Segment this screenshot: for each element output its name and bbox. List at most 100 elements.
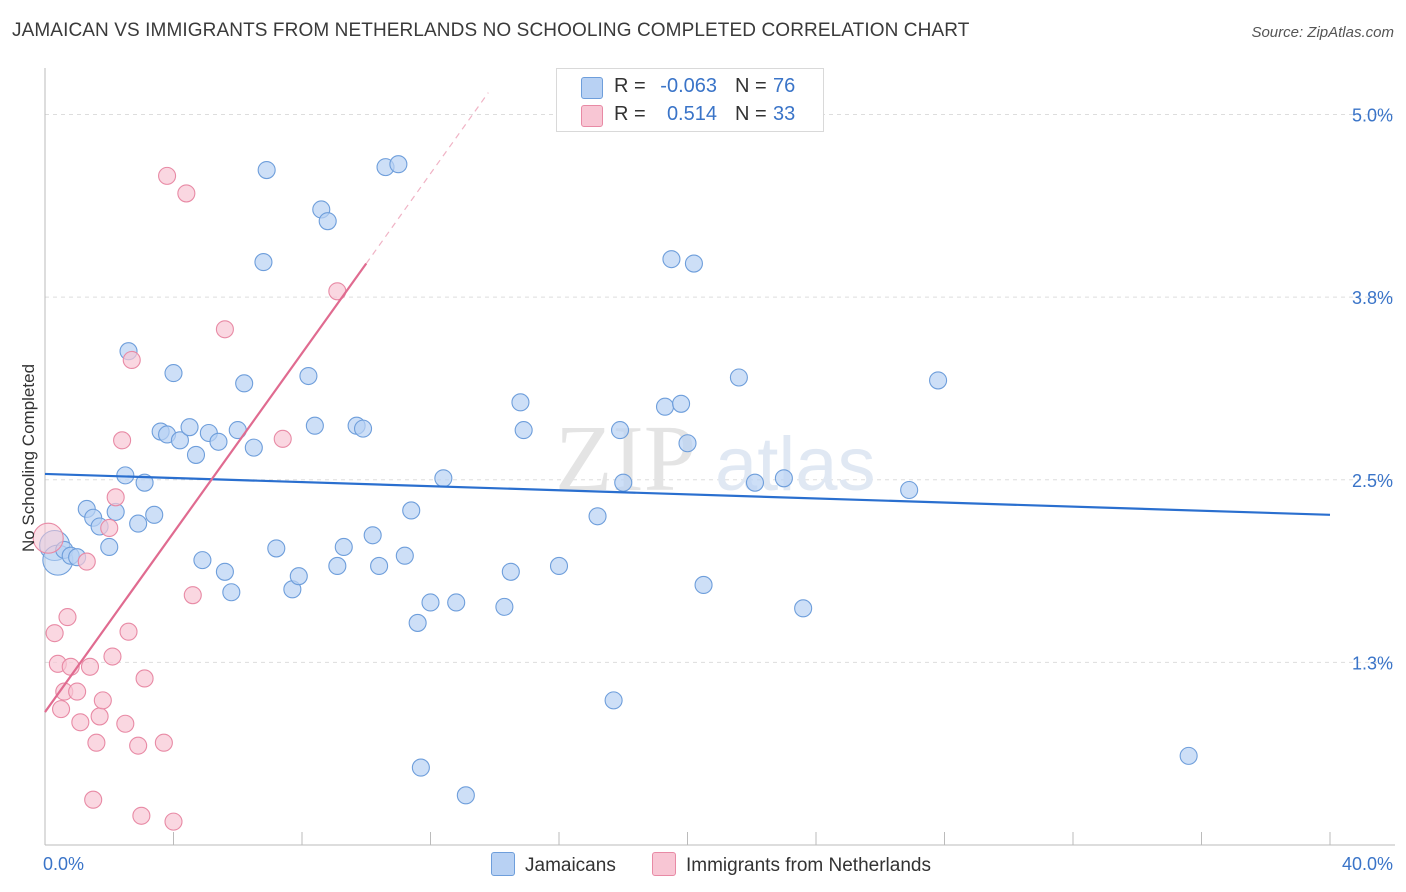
jamaican-point — [501, 562, 520, 581]
watermark-atlas: atlas — [715, 422, 876, 507]
netherlands-point — [129, 736, 148, 755]
netherlands-point — [158, 166, 177, 185]
jamaican-point — [363, 526, 382, 545]
legend-swatch-pink — [581, 105, 603, 127]
netherlands-point — [45, 624, 64, 643]
jamaican-point — [334, 537, 353, 557]
netherlands-point — [80, 657, 100, 676]
legend-row-netherlands: R = 0.514 N = 33 — [557, 101, 823, 129]
jamaican-point — [395, 546, 414, 565]
netherlands-point — [77, 552, 96, 571]
jamaican-point — [267, 539, 286, 558]
netherlands-point — [100, 518, 119, 538]
y-tick-label: 2.5% — [1352, 471, 1393, 491]
x-tick-label: 40.0% — [1342, 854, 1393, 874]
jamaican-point — [794, 599, 813, 618]
jamaican-point — [421, 593, 440, 612]
correlation-legend: R = -0.063 N = 76 R = 0.514 N = 33 — [556, 68, 824, 132]
jamaican-point — [678, 434, 697, 453]
legend-n-label: N = — [735, 103, 767, 125]
netherlands-point — [71, 713, 90, 732]
netherlands-point — [135, 669, 154, 688]
y-tick-label: 1.3% — [1352, 653, 1393, 673]
jamaican-point — [672, 394, 691, 413]
series-netherlands — [32, 166, 347, 831]
jamaican-point — [662, 250, 681, 269]
jamaican-point — [186, 445, 206, 464]
jamaican-point — [402, 501, 421, 520]
jamaican-point — [289, 567, 308, 586]
netherlands-point — [87, 733, 106, 752]
y-axis-label: No Schooling Completed — [19, 364, 38, 552]
netherlands-point — [164, 812, 183, 831]
jamaican-point — [370, 556, 389, 576]
netherlands-point — [84, 790, 103, 809]
jamaican-point — [145, 505, 164, 524]
jamaican-point — [257, 160, 276, 180]
legend-label-netherlands: Immigrants from Netherlands — [686, 855, 931, 876]
source-note: Source: ZipAtlas.com — [1251, 24, 1394, 41]
jamaican-point — [456, 786, 475, 805]
netherlands-point — [103, 647, 122, 666]
jamaican-point — [209, 432, 228, 451]
jamaican-point — [408, 613, 427, 632]
jamaican-point — [193, 551, 212, 570]
jamaican-point — [495, 597, 514, 616]
legend-swatch-blue — [581, 77, 603, 99]
netherlands-trend-line — [44, 262, 368, 713]
tick-labels: 1.3% 2.5% 3.8% 5.0% 0.0% 40.0% — [43, 106, 1393, 874]
jamaican-point — [434, 469, 453, 488]
netherlands-point — [113, 431, 132, 450]
jamaican-trend-line — [44, 472, 1331, 516]
jamaican-point — [318, 212, 337, 231]
chart-title: JAMAICAN VS IMMIGRANTS FROM NETHERLANDS … — [12, 20, 970, 41]
netherlands-point — [52, 700, 71, 719]
jamaican-point — [610, 421, 630, 440]
jamaican-point — [222, 583, 241, 602]
y-tick-label: 3.8% — [1352, 288, 1393, 308]
jamaican-point — [745, 473, 765, 492]
jamaican-point — [774, 469, 793, 488]
jamaican-point — [684, 254, 703, 273]
legend-r-value: -0.063 — [660, 75, 717, 97]
jamaican-point — [305, 416, 324, 435]
jamaican-point — [655, 397, 675, 416]
jamaican-point — [215, 562, 234, 581]
netherlands-point — [106, 488, 125, 507]
jamaican-point — [129, 514, 148, 533]
netherlands-point — [132, 806, 151, 825]
jamaican-point — [100, 537, 119, 557]
jamaican-point — [604, 691, 623, 710]
jamaican-point — [549, 556, 569, 576]
watermark: ZIP — [555, 407, 696, 511]
jamaican-point — [180, 418, 199, 437]
jamaican-point — [694, 575, 713, 595]
x-tick-label: 0.0% — [43, 854, 84, 874]
bottom-legend-jamaicans: Jamaicans — [491, 852, 616, 877]
jamaican-point — [511, 393, 530, 412]
netherlands-point — [90, 707, 109, 726]
y-tick-label: 5.0% — [1352, 106, 1393, 126]
jamaican-point — [135, 473, 154, 492]
netherlands-point — [93, 691, 112, 710]
netherlands-point — [154, 733, 173, 752]
jamaican-point — [328, 556, 347, 576]
netherlands-point — [215, 320, 234, 339]
netherlands-point — [177, 184, 196, 203]
jamaican-point — [514, 421, 533, 440]
bottom-legend-netherlands: Immigrants from Netherlands — [652, 852, 931, 877]
netherlands-point — [32, 522, 64, 554]
netherlands-point — [119, 622, 138, 641]
legend-n-value: 33 — [773, 103, 796, 125]
jamaican-point — [900, 480, 919, 500]
netherlands-point — [273, 429, 292, 448]
legend-row-jamaicans: R = -0.063 N = 76 — [557, 73, 823, 101]
axes — [44, 68, 1395, 846]
jamaican-point — [588, 507, 607, 526]
jamaican-point — [614, 473, 633, 492]
legend-r-label: R = — [614, 103, 646, 125]
netherlands-point — [68, 682, 87, 701]
legend-swatch-blue — [491, 852, 515, 876]
jamaican-point — [244, 438, 263, 457]
netherlands-point — [116, 714, 135, 733]
